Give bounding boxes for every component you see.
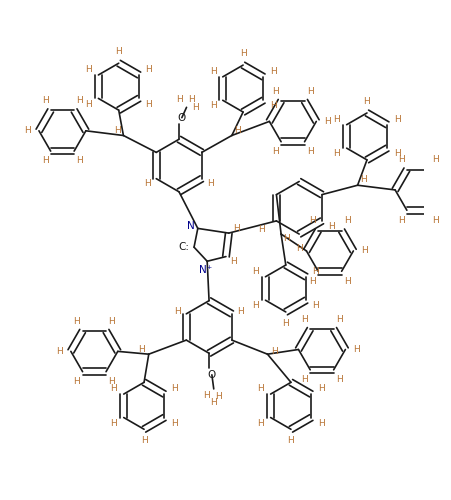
Text: H: H	[24, 126, 31, 136]
Text: H: H	[115, 48, 122, 56]
Text: H: H	[145, 65, 152, 74]
Text: H: H	[145, 100, 152, 108]
Text: H: H	[253, 266, 259, 276]
Text: H: H	[328, 222, 335, 231]
Text: H: H	[296, 244, 303, 252]
Text: H: H	[207, 179, 214, 188]
Text: H: H	[233, 224, 239, 233]
Text: H: H	[433, 156, 439, 164]
Text: H: H	[307, 87, 313, 96]
Text: O: O	[208, 370, 216, 380]
Text: H: H	[110, 384, 117, 393]
Text: H: H	[210, 102, 216, 110]
Text: H: H	[394, 114, 400, 124]
Text: N⁺: N⁺	[199, 264, 212, 274]
Text: H: H	[433, 216, 439, 224]
Text: H: H	[334, 114, 340, 124]
Text: H: H	[215, 392, 222, 401]
Text: H: H	[41, 96, 48, 105]
Text: H: H	[234, 126, 241, 136]
Text: H: H	[301, 315, 308, 324]
Text: H: H	[301, 375, 308, 384]
Text: H: H	[41, 156, 48, 166]
Text: H: H	[85, 65, 92, 74]
Text: H: H	[171, 418, 178, 428]
Text: H: H	[76, 96, 83, 105]
Text: H: H	[258, 418, 264, 428]
Text: H: H	[272, 347, 278, 356]
Text: H: H	[344, 216, 350, 226]
Text: H: H	[74, 317, 80, 326]
Text: H: H	[270, 66, 276, 76]
Text: H: H	[353, 345, 360, 354]
Text: H: H	[203, 391, 210, 400]
Text: H: H	[115, 126, 121, 136]
Text: H: H	[76, 156, 83, 166]
Text: H: H	[324, 117, 331, 126]
Text: H: H	[282, 318, 289, 328]
Text: H: H	[313, 266, 319, 276]
Text: H: H	[177, 96, 184, 104]
Text: H: H	[74, 377, 80, 386]
Text: H: H	[313, 302, 319, 310]
Text: H: H	[210, 66, 216, 76]
Text: H: H	[258, 225, 265, 234]
Text: H: H	[253, 302, 259, 310]
Text: H: H	[188, 96, 194, 104]
Text: N: N	[187, 220, 195, 230]
Text: H: H	[398, 216, 405, 224]
Text: H: H	[171, 384, 178, 393]
Text: H: H	[398, 156, 405, 164]
Text: O: O	[178, 112, 186, 122]
Text: H: H	[144, 179, 151, 188]
Text: H: H	[175, 306, 181, 316]
Text: H: H	[336, 315, 343, 324]
Text: H: H	[309, 216, 316, 226]
Text: H: H	[309, 276, 316, 285]
Text: H: H	[334, 150, 340, 158]
Text: H: H	[318, 418, 324, 428]
Text: H: H	[110, 418, 117, 428]
Text: H: H	[450, 186, 451, 194]
Text: H: H	[344, 276, 350, 285]
Text: H: H	[85, 100, 92, 108]
Text: H: H	[361, 246, 368, 256]
Text: H: H	[272, 147, 279, 156]
Text: H: H	[364, 97, 370, 106]
Text: H: H	[288, 436, 295, 445]
Text: H: H	[240, 50, 246, 58]
Text: H: H	[258, 384, 264, 393]
Text: H: H	[108, 317, 115, 326]
Text: H: H	[336, 375, 343, 384]
Text: H: H	[283, 234, 290, 243]
Text: H: H	[138, 345, 145, 354]
Text: H: H	[237, 306, 244, 316]
Text: H: H	[230, 257, 237, 266]
Text: C:: C:	[178, 242, 189, 252]
Text: H: H	[360, 175, 367, 184]
Text: H: H	[141, 436, 147, 445]
Text: H: H	[307, 147, 313, 156]
Text: H: H	[193, 103, 199, 112]
Text: H: H	[318, 384, 324, 393]
Text: H: H	[394, 150, 400, 158]
Text: H: H	[272, 87, 279, 96]
Text: H: H	[56, 347, 63, 356]
Text: H: H	[210, 398, 217, 406]
Text: H: H	[270, 102, 276, 110]
Text: H: H	[108, 377, 115, 386]
